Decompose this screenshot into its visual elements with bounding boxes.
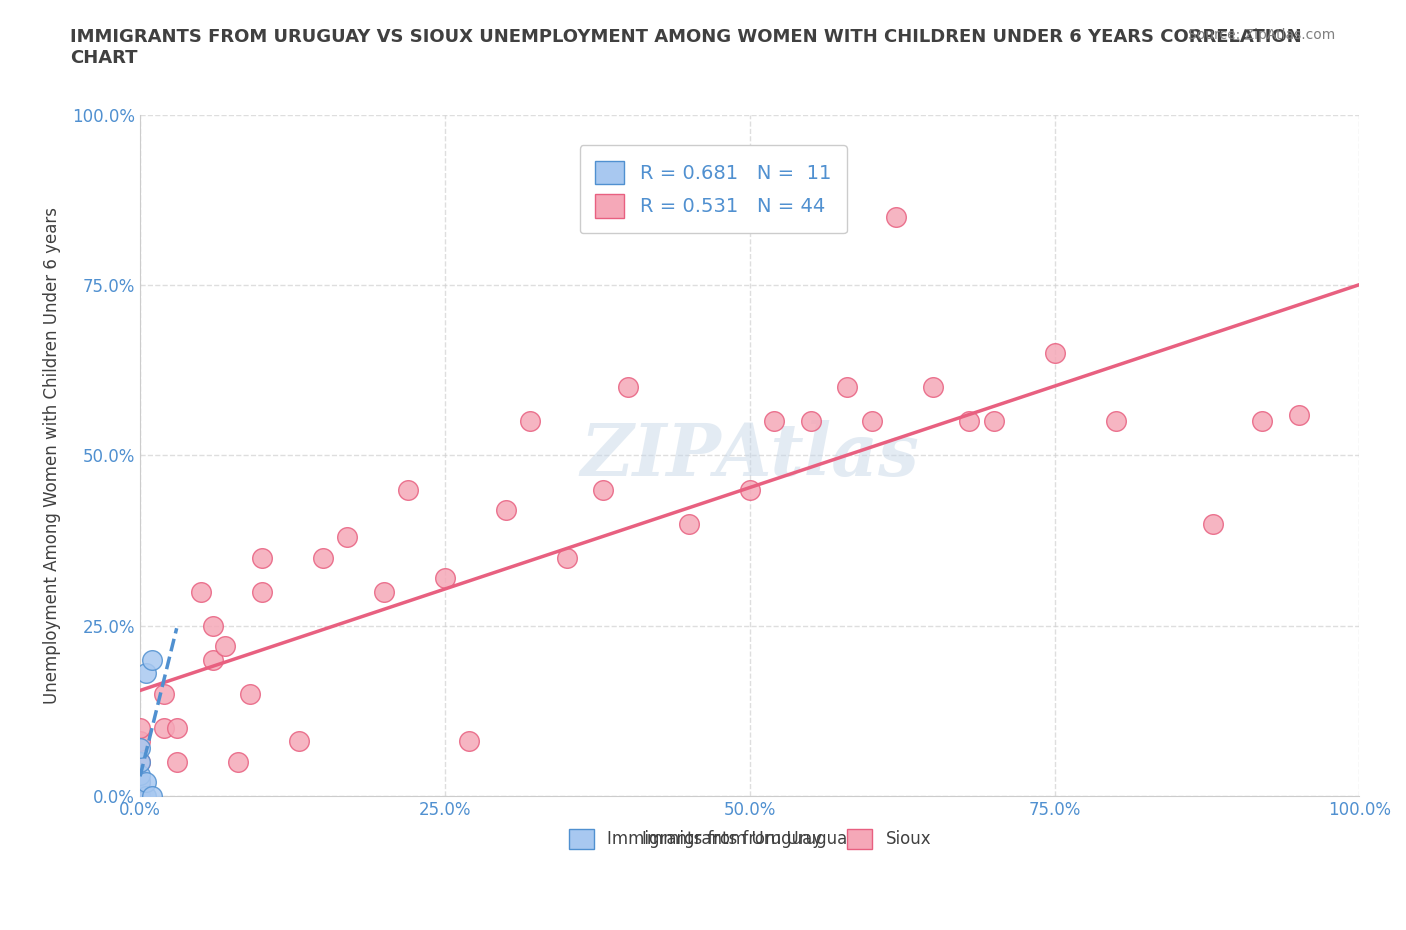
Point xyxy=(1104,414,1126,429)
Point xyxy=(287,734,309,749)
Point xyxy=(129,789,152,804)
Point xyxy=(214,639,236,654)
Point xyxy=(129,775,152,790)
Point xyxy=(738,482,761,497)
Point xyxy=(800,414,823,429)
Text: ZIPAtlas: ZIPAtlas xyxy=(581,420,920,491)
Point xyxy=(617,380,640,395)
Point xyxy=(141,652,163,667)
Point xyxy=(433,571,456,586)
Point xyxy=(555,551,578,565)
Point xyxy=(312,551,335,565)
Y-axis label: Unemployment Among Women with Children Under 6 years: Unemployment Among Women with Children U… xyxy=(44,207,60,704)
Point xyxy=(135,775,157,790)
Text: Source: ZipAtlas.com: Source: ZipAtlas.com xyxy=(1188,28,1336,42)
Point xyxy=(129,754,152,769)
Point xyxy=(860,414,883,429)
Point xyxy=(129,754,152,769)
Point xyxy=(226,754,249,769)
Point xyxy=(239,686,262,701)
Point xyxy=(129,721,152,736)
Point xyxy=(129,734,152,749)
Point xyxy=(678,516,700,531)
Point xyxy=(957,414,980,429)
Point xyxy=(458,734,481,749)
Point xyxy=(495,502,517,517)
Point xyxy=(1288,407,1310,422)
Point xyxy=(396,482,419,497)
Point xyxy=(1251,414,1274,429)
Point xyxy=(135,666,157,681)
Point xyxy=(129,741,152,756)
Point xyxy=(166,721,188,736)
Point xyxy=(336,530,359,545)
Point xyxy=(129,775,152,790)
X-axis label: Immigrants from Uruguay: Immigrants from Uruguay xyxy=(643,830,858,848)
Point xyxy=(1202,516,1225,531)
Point xyxy=(884,209,907,224)
Point xyxy=(921,380,943,395)
Point xyxy=(592,482,614,497)
Point xyxy=(519,414,541,429)
Point xyxy=(250,551,273,565)
Point xyxy=(141,789,163,804)
Point xyxy=(129,789,152,804)
Point xyxy=(1043,346,1066,361)
Point xyxy=(153,686,176,701)
Point xyxy=(763,414,786,429)
Point xyxy=(166,754,188,769)
Point xyxy=(983,414,1005,429)
Point xyxy=(250,584,273,599)
Point xyxy=(153,721,176,736)
Point xyxy=(202,652,225,667)
Point xyxy=(373,584,395,599)
Point xyxy=(135,789,157,804)
Text: IMMIGRANTS FROM URUGUAY VS SIOUX UNEMPLOYMENT AMONG WOMEN WITH CHILDREN UNDER 6 : IMMIGRANTS FROM URUGUAY VS SIOUX UNEMPLO… xyxy=(70,28,1302,67)
Point xyxy=(202,618,225,633)
Point xyxy=(190,584,212,599)
Point xyxy=(837,380,859,395)
Point xyxy=(129,789,152,804)
Point xyxy=(129,768,152,783)
Legend: Immigrants from Uruguay, Sioux: Immigrants from Uruguay, Sioux xyxy=(562,822,938,856)
